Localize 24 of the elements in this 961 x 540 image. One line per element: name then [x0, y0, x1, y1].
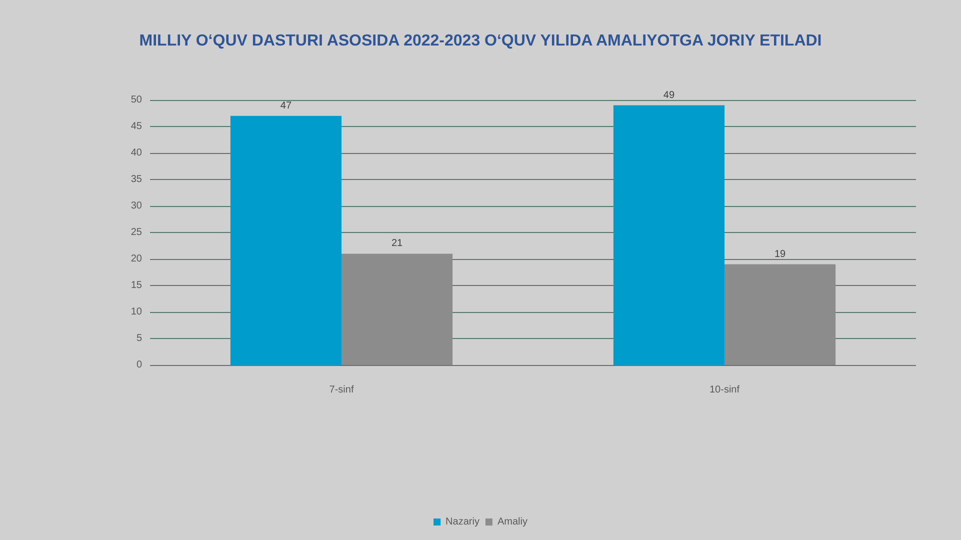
y-tick-label: 5 — [136, 333, 142, 344]
data-label: 19 — [774, 248, 786, 260]
bar — [230, 116, 342, 365]
data-label: 47 — [280, 100, 292, 112]
y-tick-label: 45 — [130, 121, 142, 132]
y-tick-label: 50 — [130, 94, 142, 106]
legend-label: Amaliy — [497, 516, 528, 528]
y-tick-label: 10 — [130, 306, 142, 318]
data-label: 49 — [663, 90, 675, 101]
y-tick-label: 20 — [130, 254, 142, 264]
x-tick-label: 7-sinf — [329, 384, 354, 396]
y-tick-label: 15 — [130, 280, 142, 291]
y-tick-label: 30 — [130, 200, 142, 212]
chart-title: MILLIY O‘QUV DASTURI ASOSIDA 2022-2023 O‘QUV YILIDA AMALIYOTGA JORIY ETILADI — [139, 32, 822, 50]
y-tick-label: 25 — [130, 227, 142, 238]
bar — [613, 105, 724, 365]
x-tick-label: 10-sinf — [709, 384, 740, 396]
y-tick-label: 0 — [136, 360, 142, 370]
y-tick-label: 40 — [130, 148, 142, 158]
bar — [342, 254, 453, 365]
legend-label: Nazariy — [446, 516, 480, 528]
bar — [724, 264, 836, 365]
data-label: 21 — [391, 238, 404, 250]
y-tick-label: 35 — [130, 174, 142, 185]
